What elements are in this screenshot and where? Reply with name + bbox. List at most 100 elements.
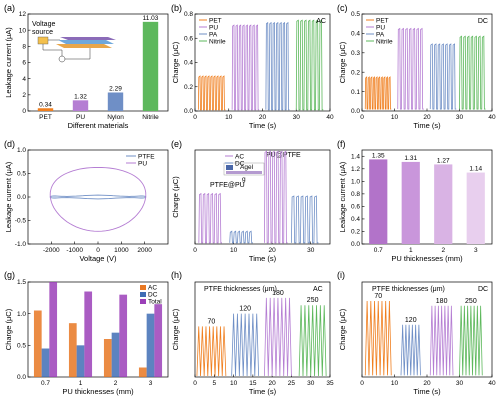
y-tick-label-c: 0.2 — [351, 69, 360, 76]
x-tick-label-h: 20 — [269, 380, 277, 387]
bar-thickness — [434, 164, 453, 244]
y-axis-label-h: Charge (μC) — [171, 308, 180, 350]
y-tick-label-f: 0.4 — [351, 216, 360, 223]
bar-ac — [68, 323, 77, 377]
voltage-source-box — [37, 36, 49, 45]
panel-b-letter: (b) — [171, 3, 182, 13]
layer-dielectric — [58, 40, 114, 44]
thickness-label: 250 — [307, 297, 319, 304]
series-line-nitrile — [459, 35, 486, 110]
voltage-source-text-b: source — [32, 29, 53, 36]
voltage-source-text-a: Voltage — [32, 21, 55, 28]
bar-value-label: 11.03 — [143, 15, 159, 22]
bar-ac — [33, 310, 42, 377]
panel-a-inset: Voltage source — [32, 21, 116, 63]
x-tick-label-h: 15 — [249, 380, 257, 387]
x-tick-label-i: 40 — [488, 380, 496, 387]
x-tick-label-e: 30 — [307, 247, 315, 254]
y-tick-label-c: 0.4 — [351, 31, 360, 38]
bar-value-label: 2.29 — [109, 85, 122, 92]
y-tick-label-a: 10 — [19, 27, 27, 34]
plot-frame-h — [194, 281, 331, 378]
legend-swatch — [140, 285, 146, 290]
layer-top — [60, 37, 116, 40]
x-tick-label-h: 0 — [193, 380, 197, 387]
bar-value-label: 1.27 — [437, 157, 450, 164]
series-line-180 — [429, 305, 454, 376]
x-category-label: 0.7 — [374, 247, 383, 254]
bar-dc — [41, 348, 50, 377]
inset-layer — [226, 171, 262, 174]
plot-frame-f — [361, 149, 493, 245]
x-axis-label-b: Time (s) — [249, 121, 277, 130]
series-line-250 — [298, 305, 327, 376]
series-line-dc — [291, 195, 319, 244]
y-tick-label-c: 0.1 — [351, 89, 360, 96]
x-tick-label-d: -2000 — [43, 247, 60, 254]
panel-g-letter: (g) — [4, 270, 15, 280]
x-tick-label-c: 10 — [391, 114, 399, 121]
y-tick-label-g: 1.5 — [17, 279, 26, 286]
panel-i-title: PTFE thicknesses (μm) — [372, 286, 445, 293]
bar-pu — [72, 100, 89, 111]
series-line-120 — [400, 324, 421, 376]
x-axis-label-f: PU thicknesses (mm) — [391, 254, 463, 263]
panel-d-letter: (d) — [4, 139, 15, 149]
legend-label: Total — [148, 299, 162, 306]
x-tick-label-c: 0 — [360, 114, 364, 121]
bar-thickness — [401, 161, 420, 244]
thickness-label: 120 — [405, 317, 417, 324]
y-tick-label-f: 1.4 — [351, 153, 360, 160]
loop-line-pu — [49, 166, 147, 232]
series-line-pu — [397, 27, 424, 110]
bar-value-label: 1.35 — [372, 152, 385, 159]
x-tick-label-b: 0 — [193, 114, 197, 121]
thickness-label: 120 — [239, 306, 251, 313]
mode-label: DC — [478, 18, 488, 25]
y-tick-label-c: 0.0 — [351, 108, 360, 115]
series-line-nitrile — [295, 19, 324, 111]
bar-dc — [146, 313, 155, 377]
x-tick-label-b: 20 — [259, 114, 267, 121]
y-tick-label-g: 1.0 — [17, 311, 26, 318]
y-tick-label-d: -0.5 — [15, 218, 27, 225]
y-tick-label-g: 0.5 — [17, 343, 26, 350]
plot-frame-g — [27, 281, 169, 378]
y-tick-label-d: -1.0 — [15, 241, 27, 248]
x-tick-label-d: 1000 — [114, 247, 129, 254]
x-tick-label-e: 20 — [269, 247, 277, 254]
series-line-dc — [229, 230, 253, 244]
x-axis-label-g: PU thicknesses (mm) — [62, 387, 134, 396]
x-category-label: Nitrile — [142, 114, 159, 121]
bar-ac — [138, 367, 147, 377]
inset-block-a — [226, 165, 233, 170]
x-category-label: PU — [76, 114, 85, 121]
series-line-180 — [264, 297, 292, 376]
x-tick-label-c: 30 — [456, 114, 464, 121]
x-tick-label-d: 2000 — [137, 247, 152, 254]
x-tick-label-d: 0 — [96, 247, 100, 254]
inset-text-a: Agel — [240, 164, 254, 171]
y-tick-label-f: 1.2 — [351, 166, 360, 173]
x-tick-label-h: 30 — [307, 380, 315, 387]
legend-label: PET — [209, 18, 222, 25]
legend-label: AC — [148, 285, 157, 292]
x-axis-label-d: Voltage (V) — [79, 254, 117, 263]
y-tick-label-f: 1.0 — [351, 179, 360, 186]
x-category-label: 2 — [441, 247, 445, 254]
bar-total — [154, 304, 163, 377]
bar-dc — [76, 345, 85, 377]
bar-total — [119, 294, 128, 377]
y-tick-label-f: 0.8 — [351, 191, 360, 198]
y-tick-label-b: 0.0 — [184, 108, 193, 115]
label-ptfe-at-pu: PTFE@PU — [210, 182, 245, 189]
y-tick-label-c: 0.3 — [351, 50, 360, 57]
legend-label: PA — [376, 32, 385, 39]
y-axis-label-b: Charge (μC) — [171, 41, 180, 83]
bar-nylon — [107, 92, 124, 111]
bar-value-label: 1.14 — [469, 166, 482, 173]
wire-path — [42, 44, 62, 51]
y-tick-label-b: 0.8 — [184, 11, 193, 18]
